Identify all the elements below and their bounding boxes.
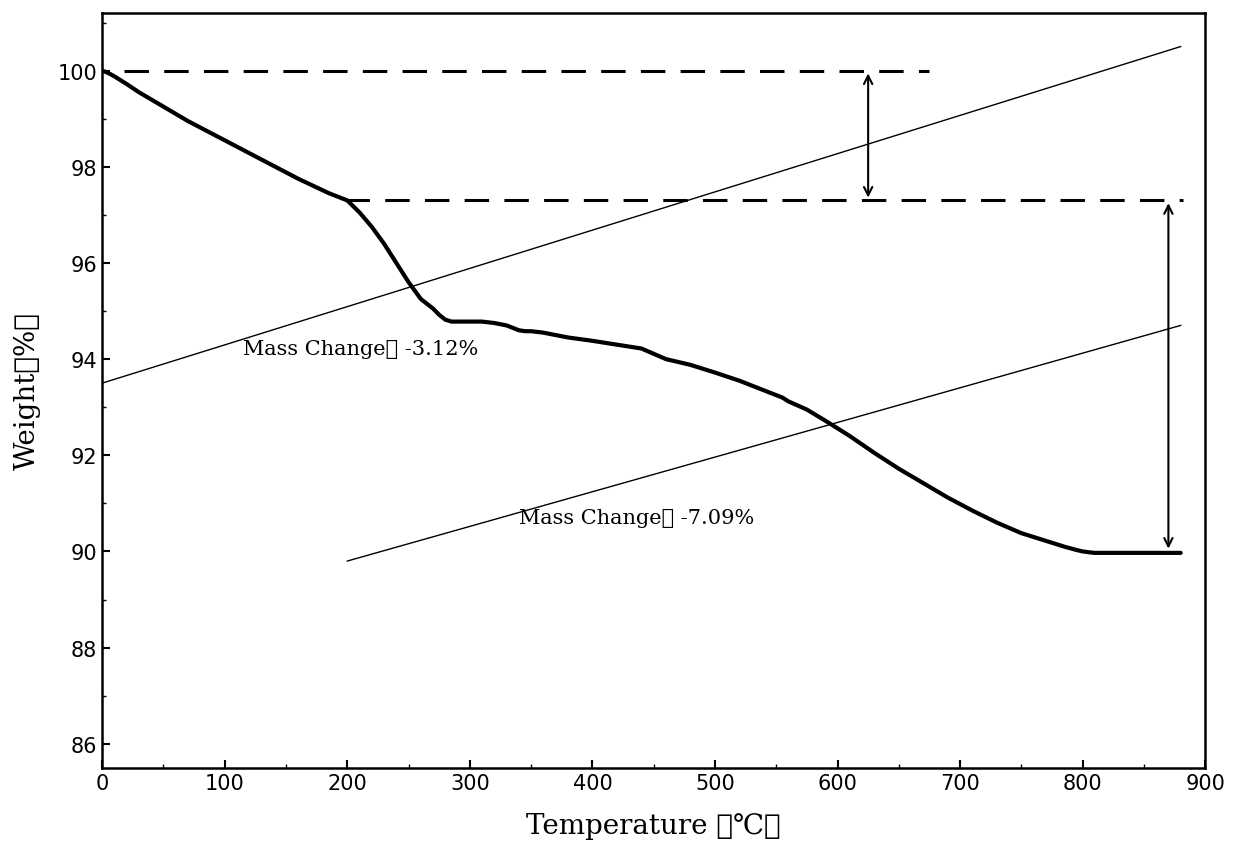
Text: Mass Change： -7.09%: Mass Change： -7.09% — [519, 508, 755, 527]
X-axis label: Temperature （℃）: Temperature （℃） — [527, 812, 781, 839]
Y-axis label: Weight（%）: Weight（%） — [14, 312, 41, 470]
Text: Mass Change： -3.12%: Mass Change： -3.12% — [243, 339, 478, 359]
